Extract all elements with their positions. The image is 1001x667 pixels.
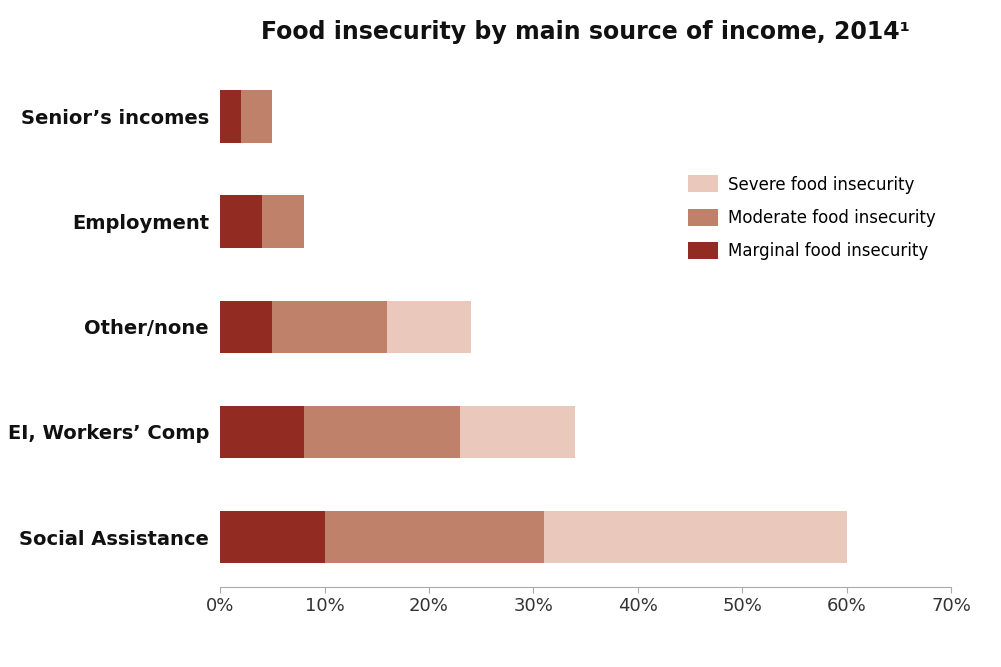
Bar: [303, 406, 460, 458]
Legend: Severe food insecurity, Moderate food insecurity, Marginal food insecurity: Severe food insecurity, Moderate food in…: [682, 169, 943, 267]
Title: Food insecurity by main source of income, 2014¹: Food insecurity by main source of income…: [261, 20, 910, 44]
Bar: [272, 301, 387, 353]
Bar: [387, 301, 470, 353]
Bar: [220, 301, 272, 353]
Bar: [324, 511, 544, 564]
Bar: [262, 195, 303, 248]
Bar: [544, 511, 847, 564]
Bar: [460, 406, 576, 458]
Bar: [220, 195, 262, 248]
Bar: [220, 90, 241, 143]
Bar: [220, 511, 324, 564]
Bar: [220, 406, 303, 458]
Bar: [241, 90, 272, 143]
